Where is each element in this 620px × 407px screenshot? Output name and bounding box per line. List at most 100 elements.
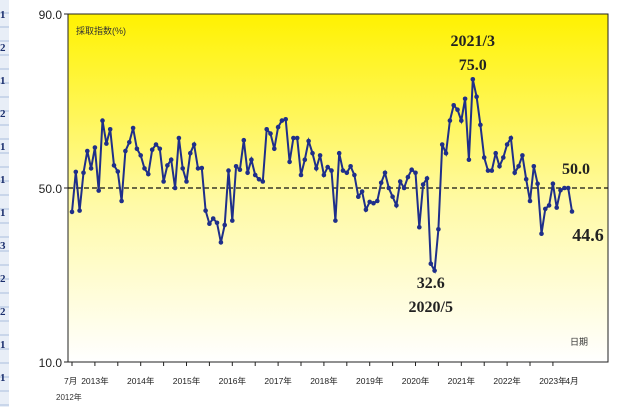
data-point	[73, 169, 79, 175]
data-point	[378, 180, 384, 186]
data-point	[394, 203, 399, 208]
data-point	[195, 166, 201, 171]
annotation-peak-date: 2021/3	[451, 33, 495, 50]
y-tick-label: 10.0	[39, 356, 63, 370]
data-point	[417, 224, 422, 230]
data-point	[367, 199, 373, 205]
data-point	[413, 170, 418, 176]
data-point	[543, 206, 548, 212]
data-point	[478, 122, 483, 128]
data-point	[497, 164, 502, 169]
data-point	[233, 164, 239, 169]
data-point	[493, 150, 499, 156]
strip-digit: 2	[0, 42, 6, 54]
x-tick-label: 2019年	[356, 376, 384, 386]
x-tick-label: 2022年	[493, 376, 521, 386]
data-point	[329, 168, 334, 173]
data-point	[501, 155, 506, 160]
data-point	[96, 188, 101, 193]
x-tick-label: 2015年	[173, 376, 201, 386]
data-point	[149, 147, 155, 152]
data-point	[168, 157, 174, 162]
strip-digit: 1	[0, 141, 6, 153]
data-point	[512, 170, 517, 176]
data-point	[436, 227, 441, 232]
data-point	[138, 153, 143, 158]
data-point	[134, 146, 140, 152]
strip-digit: 1	[0, 339, 6, 351]
data-point	[188, 150, 193, 156]
annotation-threshold-value: 50.0	[562, 161, 590, 178]
data-point	[340, 168, 346, 173]
data-point	[207, 221, 212, 226]
strip-digit: 2	[0, 306, 6, 318]
data-point	[489, 168, 495, 173]
data-point	[470, 77, 476, 82]
data-point	[375, 198, 380, 204]
data-point	[462, 96, 468, 102]
strip-digit: 2	[0, 273, 6, 285]
y-axis-label: 採取指数(%)	[76, 25, 126, 36]
x-tick-label: 2018年	[310, 376, 338, 386]
data-point	[306, 138, 311, 144]
annotation-low-value: 32.6	[417, 275, 445, 292]
data-point	[77, 208, 82, 213]
data-point	[546, 203, 552, 208]
strip-digit: 1	[0, 372, 6, 384]
strip-digit: 3	[0, 240, 6, 252]
data-point	[245, 170, 250, 176]
data-point	[333, 218, 338, 223]
data-point	[111, 163, 117, 168]
data-point	[443, 150, 449, 156]
data-point	[107, 127, 113, 132]
data-point	[256, 177, 262, 182]
data-point	[401, 185, 407, 191]
data-point	[352, 172, 357, 178]
x-tick-label: 7月	[64, 376, 77, 386]
data-point	[298, 172, 304, 178]
strip-digit: 1	[0, 207, 6, 219]
strip-digit: 1	[0, 174, 6, 186]
data-point	[81, 170, 86, 176]
strip-digit: 2	[0, 108, 6, 120]
data-point	[172, 185, 178, 191]
data-point	[210, 216, 216, 221]
data-point	[562, 185, 567, 191]
data-point	[459, 118, 464, 123]
data-point	[287, 159, 292, 165]
strip-digit: 1	[0, 9, 6, 21]
data-point	[405, 174, 411, 180]
data-point	[508, 135, 514, 141]
y-tick-label: 50.0	[39, 182, 63, 196]
x-tick-label: 2013年	[81, 376, 109, 386]
data-point	[115, 169, 121, 174]
data-point	[146, 171, 151, 177]
data-point	[432, 268, 437, 273]
data-point	[272, 146, 277, 152]
data-point	[142, 166, 147, 171]
data-point	[264, 127, 270, 132]
data-point	[222, 222, 227, 228]
data-point	[516, 164, 521, 169]
data-point	[359, 189, 365, 194]
data-point	[409, 167, 415, 172]
x-tick-label: 2020年	[402, 376, 430, 386]
data-point	[321, 172, 327, 178]
data-point	[127, 140, 132, 145]
data-point	[317, 153, 323, 158]
data-point	[268, 131, 273, 136]
data-point	[104, 141, 109, 146]
data-point	[275, 124, 281, 130]
data-point	[466, 157, 472, 162]
data-point	[386, 185, 392, 191]
data-point	[550, 181, 556, 186]
data-point	[558, 187, 563, 193]
data-point	[447, 118, 453, 123]
data-point	[199, 165, 205, 171]
data-point	[554, 205, 559, 210]
data-point	[88, 166, 94, 171]
x-tick-label: 2014年	[127, 376, 155, 386]
data-point	[531, 164, 537, 169]
x-tick-label: 2016年	[219, 376, 247, 386]
data-point	[203, 208, 208, 213]
